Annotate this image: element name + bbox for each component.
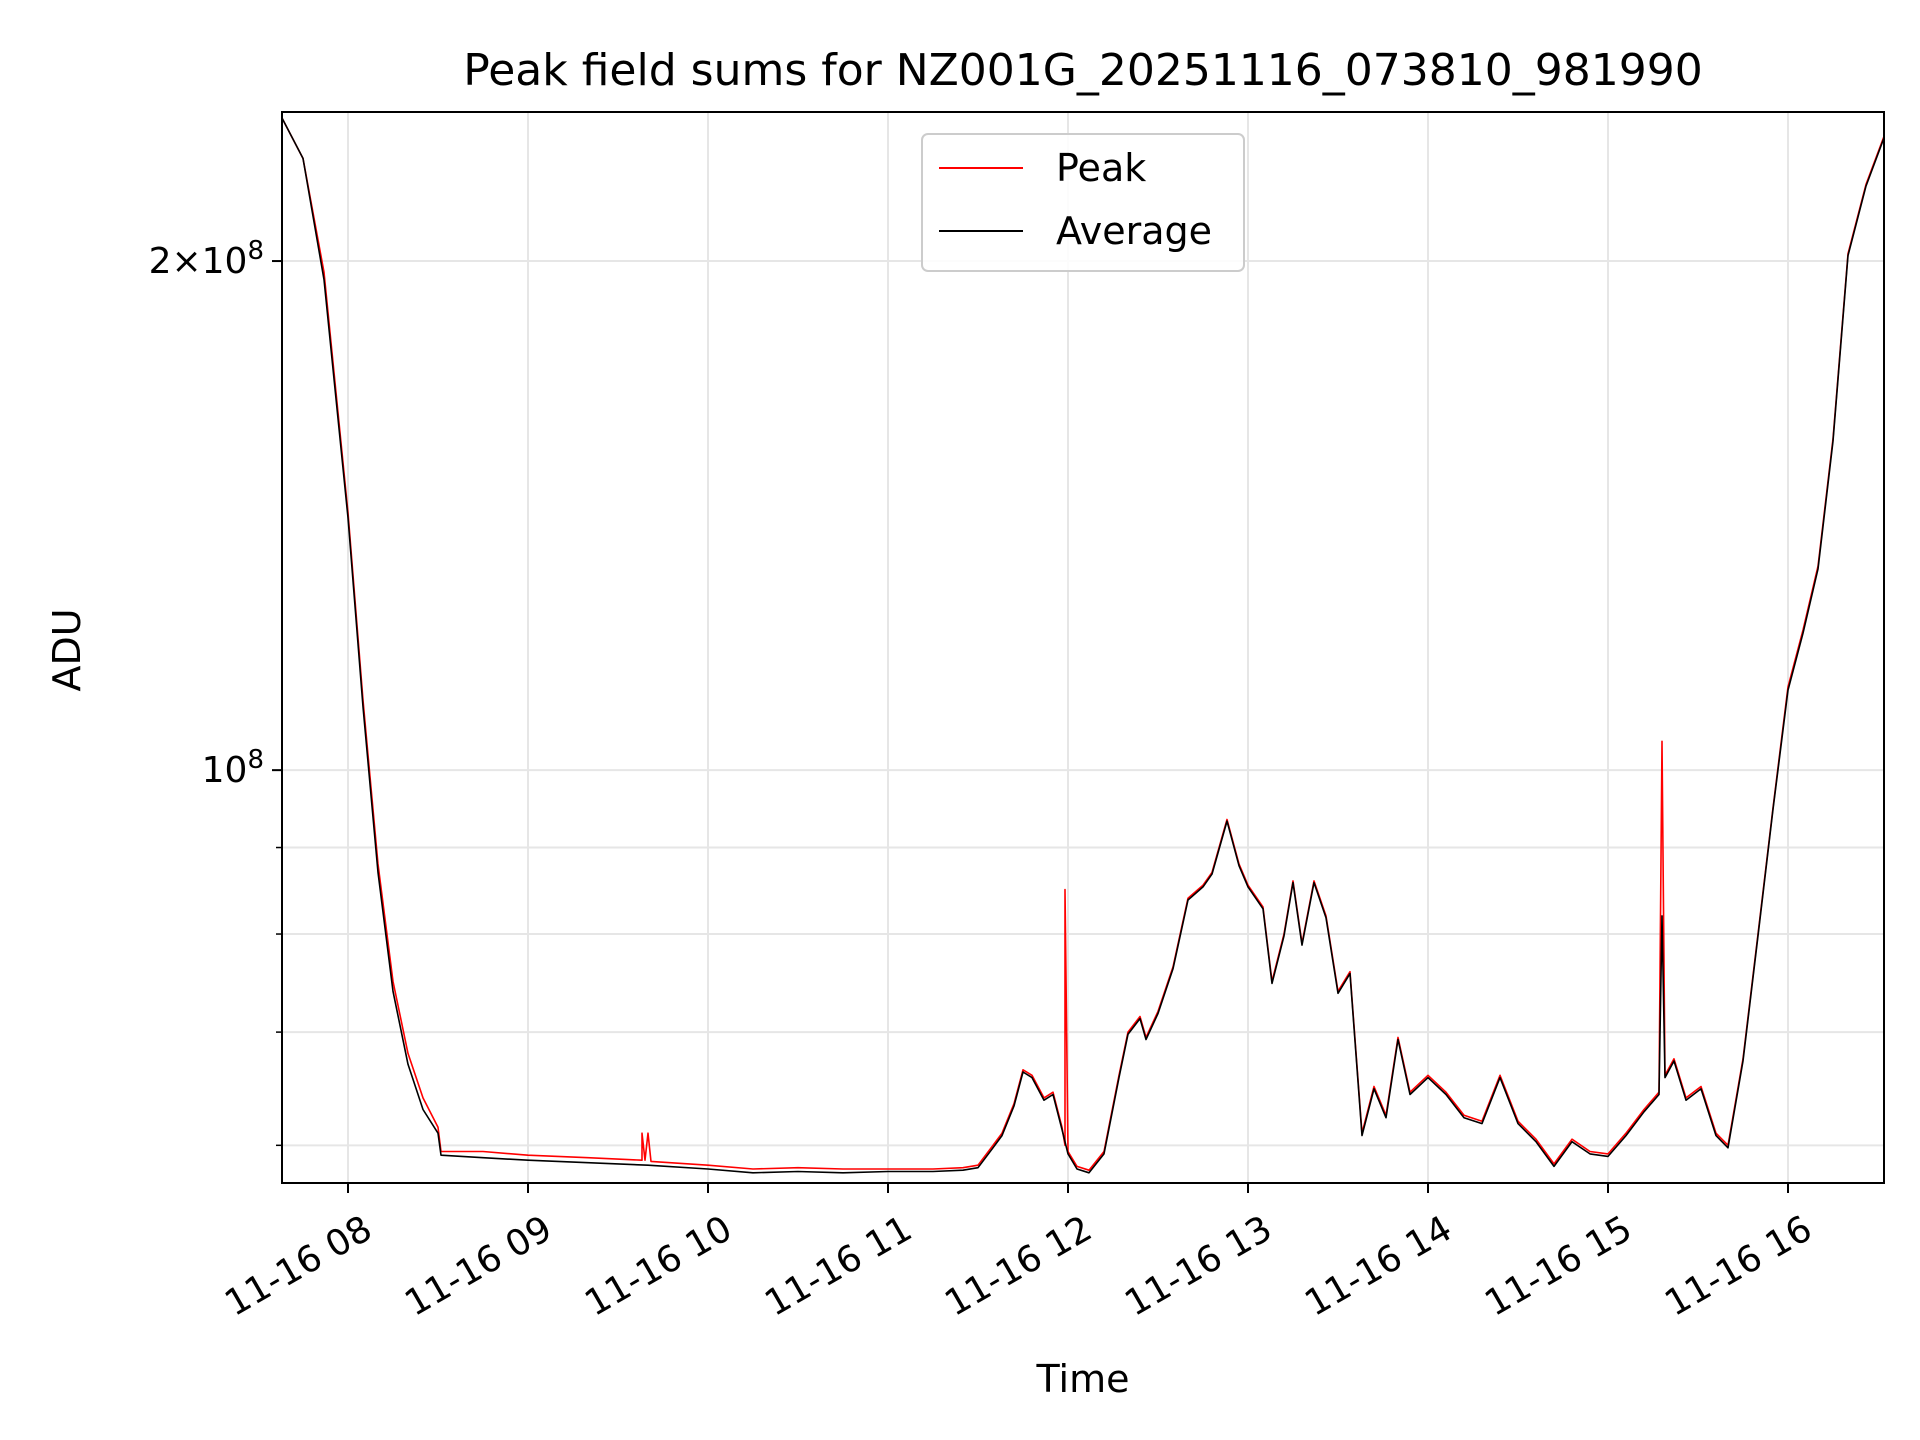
y-axis-label: ADU [45,608,89,691]
y-tick-label: 2×108 [149,236,264,282]
plot-area-frame [281,111,1885,1184]
x-axis-label: Time [1036,1357,1130,1401]
chart-title: Peak field sums for NZ001G_20251116_0738… [463,45,1702,96]
y-tick-label: 108 [202,745,264,791]
legend: Peak Average [921,133,1245,272]
series-lines [282,117,1884,1174]
legend-label-peak: Peak [1056,146,1146,190]
series-line-peak [282,117,1884,1171]
legend-label-average: Average [1056,209,1212,253]
series-line-average [282,117,1884,1174]
